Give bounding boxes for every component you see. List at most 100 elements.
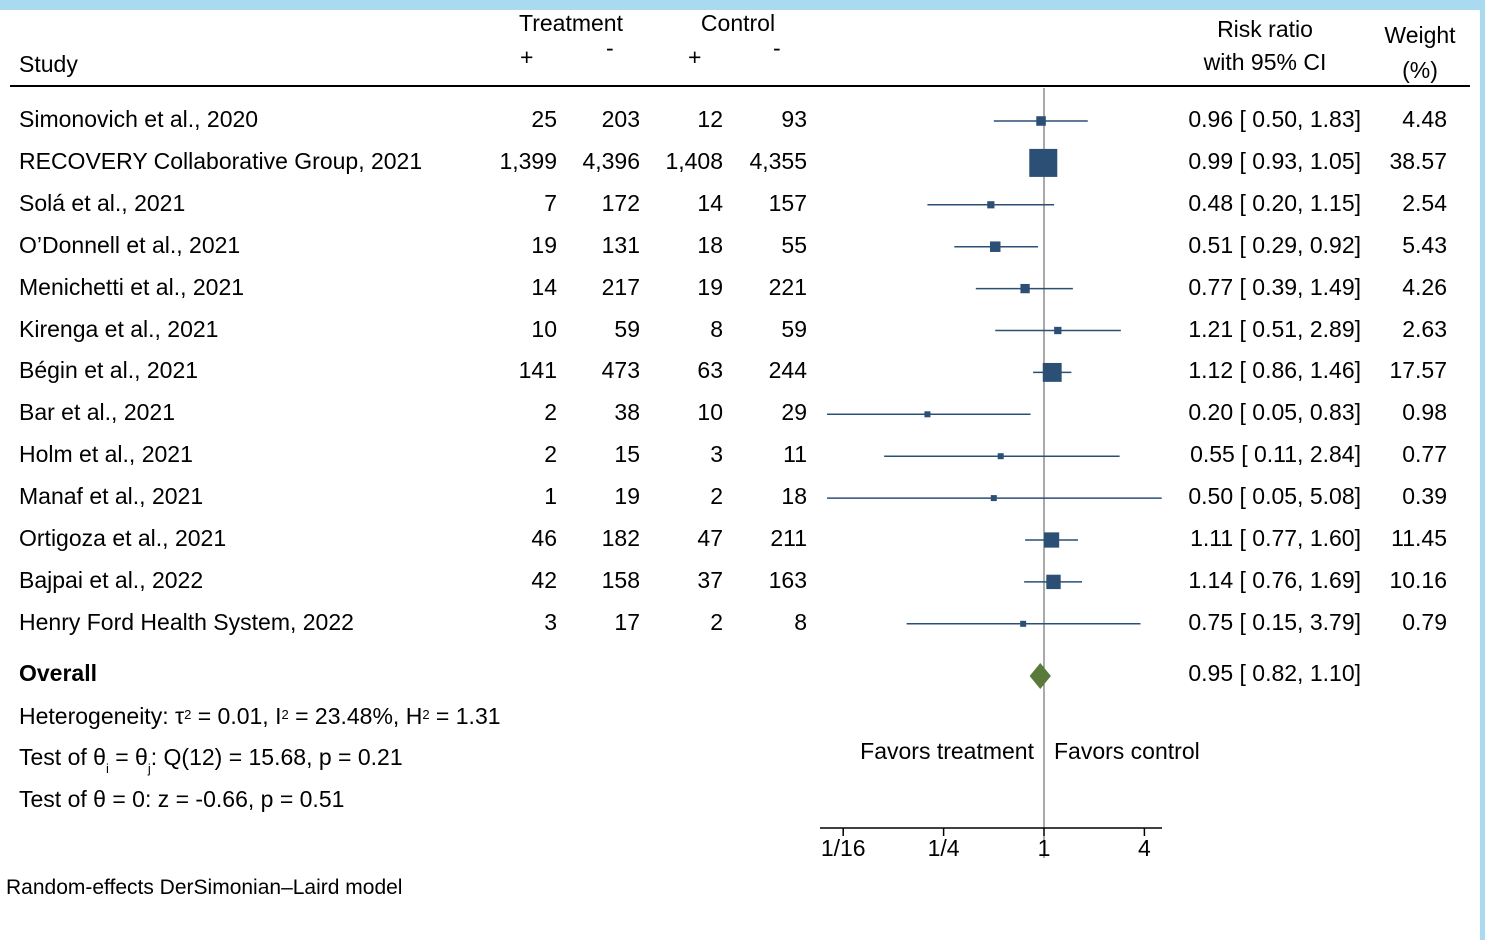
header-risk-ratio: Risk ratio [1217, 16, 1313, 42]
cell-risk-ratio-ci: 1.21 [ 0.51, 2.89] [1188, 315, 1361, 342]
cell-weight: 4.48 [1402, 106, 1447, 132]
x-tick-label: 1/16 [821, 835, 866, 861]
cell-study: Kirenga et al., 2021 [19, 315, 219, 342]
cell-control-minus: 157 [768, 189, 807, 216]
cell-control-plus: 37 [697, 566, 723, 593]
cell-control-plus: 10 [697, 399, 723, 426]
point-marker [1020, 283, 1030, 294]
cell-control-minus: 4,355 [749, 147, 807, 174]
favors-control-label: Favors control [1054, 738, 1200, 764]
cell-weight: 0.79 [1402, 608, 1447, 635]
cell-study: RECOVERY Collaborative Group, 2021 [19, 147, 423, 174]
cell-control-minus: 29 [781, 399, 807, 426]
cell-treatment-plus: 2 [544, 399, 557, 426]
cell-risk-ratio-ci: 0.48 [ 0.20, 1.15] [1188, 189, 1361, 216]
point-marker [924, 411, 931, 418]
cell-treatment-plus: 7 [544, 189, 557, 216]
cell-risk-ratio-ci: 1.11 [ 0.77, 1.60] [1190, 525, 1361, 551]
cell-risk-ratio-ci: 0.75 [ 0.15, 3.79] [1188, 608, 1361, 635]
cell-weight: 0.39 [1402, 483, 1447, 510]
point-marker [1029, 148, 1058, 177]
test-homogeneity-text: Test of θi = θj: Q(12) = 15.68, p = 0.21 [19, 744, 403, 776]
header-weight-unit: (%) [1402, 57, 1438, 83]
point-marker [987, 201, 995, 209]
cell-study: Bégin et al., 2021 [19, 357, 199, 384]
top-band [0, 0, 1485, 10]
cell-risk-ratio-ci: 0.50 [ 0.05, 5.08] [1188, 483, 1361, 510]
header-control: Control [700, 10, 776, 36]
cell-study: Solá et al., 2021 [19, 189, 186, 216]
header-control-minus: - [773, 35, 781, 61]
cell-weight: 11.45 [1391, 525, 1447, 551]
right-band [1480, 0, 1485, 940]
cell-study: Manaf et al., 2021 [19, 483, 204, 510]
overall-ci: 0.95 [ 0.82, 1.10] [1188, 660, 1361, 686]
cell-treatment-plus: 1 [544, 483, 557, 510]
cell-treatment-plus: 1,399 [499, 147, 557, 174]
header-weight: Weight [1384, 22, 1456, 48]
cell-treatment-plus: 25 [531, 106, 557, 132]
cell-treatment-minus: 172 [601, 189, 640, 216]
cell-study: O’Donnell et al., 2021 [19, 231, 241, 258]
cell-control-plus: 2 [710, 483, 723, 510]
cell-control-plus: 19 [697, 273, 723, 300]
cell-treatment-plus: 42 [531, 566, 557, 593]
cell-control-minus: 163 [768, 566, 807, 593]
header-rule [10, 85, 1470, 87]
favors-treatment-label: Favors treatment [860, 738, 1034, 764]
cell-control-plus: 18 [697, 231, 723, 258]
header-control-plus: + [688, 44, 702, 70]
point-marker [1046, 574, 1061, 590]
header-study: Study [19, 51, 78, 77]
cell-treatment-minus: 182 [601, 525, 640, 551]
cell-treatment-minus: 19 [614, 483, 640, 510]
cell-control-minus: 18 [781, 483, 807, 510]
cell-weight: 0.98 [1402, 399, 1447, 426]
overall-diamond [1029, 663, 1051, 689]
cell-control-plus: 8 [710, 315, 723, 342]
header-ci: with 95% CI [1203, 49, 1327, 75]
cell-weight: 5.43 [1402, 231, 1447, 258]
cell-treatment-plus: 141 [518, 357, 557, 384]
cell-study: Bajpai et al., 2022 [19, 566, 204, 593]
cell-control-plus: 1,408 [665, 147, 723, 174]
cell-treatment-minus: 473 [601, 357, 640, 384]
cell-treatment-plus: 2 [544, 441, 557, 468]
point-marker [1042, 362, 1062, 382]
heterogeneity-text: Heterogeneity: τ2 = 0.01, I2 = 23.48%, H… [19, 703, 501, 729]
cell-weight: 17.57 [1389, 357, 1447, 384]
x-tick-label: 1/4 [928, 835, 960, 861]
cell-weight: 4.26 [1402, 273, 1447, 300]
cell-treatment-minus: 158 [601, 566, 640, 593]
cell-risk-ratio-ci: 1.12 [ 0.86, 1.46] [1188, 357, 1361, 384]
cell-control-plus: 3 [710, 441, 723, 468]
cell-control-plus: 2 [710, 608, 723, 635]
cell-weight: 10.16 [1389, 566, 1447, 593]
point-marker [1036, 116, 1046, 126]
cell-treatment-minus: 203 [601, 106, 640, 132]
cell-risk-ratio-ci: 0.99 [ 0.93, 1.05] [1188, 147, 1361, 174]
cell-treatment-plus: 3 [544, 608, 557, 635]
point-marker [1043, 532, 1060, 548]
cell-treatment-minus: 38 [614, 399, 640, 426]
cell-control-plus: 63 [697, 357, 723, 384]
cell-control-plus: 12 [697, 106, 723, 132]
point-marker [997, 453, 1004, 460]
cell-risk-ratio-ci: 0.55 [ 0.11, 2.84] [1190, 441, 1361, 468]
cell-study: Bar et al., 2021 [19, 399, 175, 426]
cell-study: Henry Ford Health System, 2022 [19, 608, 354, 635]
cell-risk-ratio-ci: 1.14 [ 0.76, 1.69] [1188, 566, 1361, 593]
x-tick-label: 1 [1038, 835, 1051, 861]
cell-control-minus: 59 [781, 315, 807, 342]
point-marker [990, 495, 997, 502]
x-tick-label: 4 [1138, 835, 1151, 861]
cell-control-minus: 221 [768, 273, 807, 300]
cell-treatment-minus: 59 [614, 315, 640, 342]
cell-treatment-minus: 4,396 [582, 147, 640, 174]
cell-risk-ratio-ci: 0.96 [ 0.50, 1.83] [1188, 106, 1361, 132]
model-note: Random-effects DerSimonian–Laird model [6, 876, 403, 899]
cell-control-minus: 55 [781, 231, 807, 258]
cell-study: Holm et al., 2021 [19, 441, 193, 468]
cell-treatment-minus: 17 [614, 608, 640, 635]
